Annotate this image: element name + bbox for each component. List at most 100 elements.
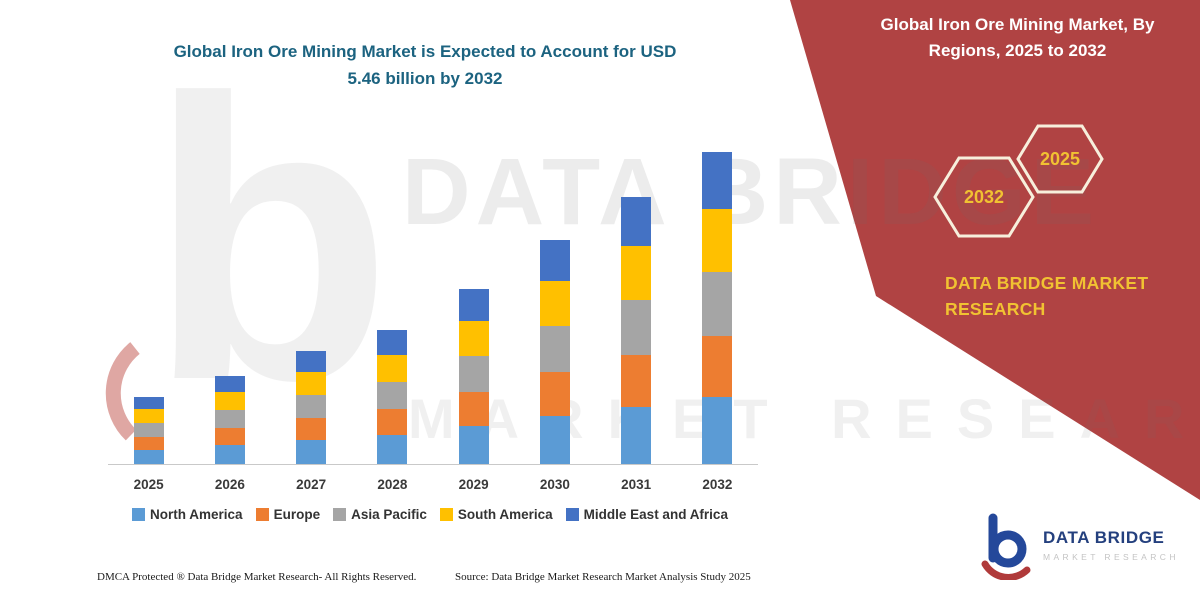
bar-slot: [352, 330, 433, 464]
bar-segment-europe: [621, 355, 652, 407]
x-axis-label: 2025: [133, 477, 164, 492]
bar-segment-asia-pacific: [702, 272, 733, 336]
bar-segment-asia-pacific: [621, 300, 652, 355]
logo-text-block: DATA BRIDGE MARKET RESEARCH: [1043, 512, 1179, 580]
data-bridge-logo-icon: [981, 513, 1031, 580]
legend-label: Europe: [273, 507, 321, 522]
chart-title-line1: Global Iron Ore Mining Market is Expecte…: [173, 42, 677, 61]
hexagon-year-back: 2032: [963, 186, 1005, 207]
legend-item-north-america: North America: [132, 507, 243, 522]
bar-slot: [514, 240, 595, 464]
bar-segment-asia-pacific: [539, 326, 570, 372]
bar-segment-europe: [377, 409, 408, 435]
bar-segment-north-america: [458, 426, 489, 464]
bar-2030: [539, 240, 570, 464]
hexagon-2032: 2032: [933, 156, 1035, 238]
bar-segment-asia-pacific: [214, 410, 245, 428]
bar-segment-middle-east-and-africa: [458, 289, 489, 321]
bar-2031: [621, 197, 652, 464]
bar-2025: [133, 397, 164, 464]
bar-segment-south-america: [458, 321, 489, 356]
bar-2026: [214, 376, 245, 464]
legend: North America Europe Asia Pacific South Ame…: [100, 507, 760, 522]
bar-slot: [271, 351, 352, 464]
bar-segment-south-america: [702, 209, 733, 272]
x-axis-label: 2029: [458, 477, 489, 492]
legend-swatch: [439, 508, 453, 521]
bar-segment-north-america: [539, 416, 570, 464]
legend-item-asia-pacific: Asia Pacific: [333, 507, 427, 522]
bar-segment-middle-east-and-africa: [621, 197, 652, 246]
company-logo: DATA BRIDGE MARKET RESEARCH: [980, 512, 1179, 580]
bar-2032: [702, 152, 733, 464]
legend-label: Asia Pacific: [351, 507, 427, 522]
x-axis-label: 2031: [621, 477, 652, 492]
x-axis-label: 2030: [539, 477, 570, 492]
bar-segment-europe: [296, 418, 327, 440]
bar-segment-middle-east-and-africa: [702, 152, 733, 209]
bar-segment-middle-east-and-africa: [539, 240, 570, 281]
x-axis-label: 2027: [296, 477, 327, 492]
bar-segment-europe: [214, 428, 245, 445]
legend-swatch: [333, 508, 347, 521]
x-axis-label: 2026: [214, 477, 245, 492]
panel-brand-text: DATA BRIDGE MARKET RESEARCH: [945, 273, 1149, 320]
bar-slot: [189, 376, 270, 464]
bar-segment-middle-east-and-africa: [296, 351, 327, 372]
bar-segment-europe: [458, 392, 489, 426]
bar-segment-north-america: [377, 435, 408, 464]
bar-segment-asia-pacific: [377, 382, 408, 409]
bar-segment-europe: [133, 437, 164, 450]
bar-segment-europe: [702, 336, 733, 397]
bar-segment-asia-pacific: [458, 356, 489, 392]
bar-segment-north-america: [133, 450, 164, 464]
hexagon-2025: 2025: [1016, 124, 1104, 194]
hexagon-year-front: 2025: [1039, 148, 1081, 169]
x-axis-label: 2028: [377, 477, 408, 492]
legend-label: Middle East and Africa: [583, 507, 728, 522]
bar-segment-asia-pacific: [133, 423, 164, 437]
bar-segment-south-america: [214, 392, 245, 410]
logo-tagline: MARKET RESEARCH: [1043, 552, 1179, 562]
legend-item-europe: Europe: [255, 507, 321, 522]
legend-item-middle-east-and-africa: Middle East and Africa: [565, 507, 728, 522]
hexagon-outline-icon: [933, 156, 1035, 238]
footer-source-text: Source: Data Bridge Market Research Mark…: [455, 571, 751, 583]
x-axis-labels: 2025 2026 2027 2028 2029 2030 2031 2032: [108, 477, 758, 492]
bar-segment-north-america: [214, 445, 245, 464]
legend-label: South America: [457, 507, 553, 522]
legend-swatch: [255, 508, 269, 521]
chart-title: Global Iron Ore Mining Market is Expecte…: [115, 38, 735, 92]
bar-segment-north-america: [296, 440, 327, 464]
bars: [108, 120, 758, 464]
hexagon-outline-icon: [1016, 124, 1104, 194]
legend-item-south-america: South America: [439, 507, 553, 522]
bar-slot: [433, 289, 514, 464]
bar-2028: [377, 330, 408, 464]
bar-segment-north-america: [621, 407, 652, 464]
bar-slot: [677, 152, 758, 464]
bar-segment-south-america: [133, 409, 164, 423]
footer-dmca-text: DMCA Protected ® Data Bridge Market Rese…: [97, 571, 417, 583]
x-axis-label: 2032: [702, 477, 733, 492]
bar-segment-middle-east-and-africa: [214, 376, 245, 392]
logo-name: DATA BRIDGE: [1043, 528, 1165, 547]
bar-segment-europe: [539, 372, 570, 416]
bar-segment-middle-east-and-africa: [133, 397, 164, 409]
panel-title: Global Iron Ore Mining Market, By Region…: [880, 15, 1155, 60]
legend-label: North America: [150, 507, 243, 522]
bar-2027: [296, 351, 327, 464]
chart-title-line2: 5.46 billion by 2032: [347, 69, 503, 89]
bar-slot: [596, 197, 677, 464]
bar-segment-asia-pacific: [296, 395, 327, 418]
legend-swatch: [565, 508, 579, 521]
bar-2029: [458, 289, 489, 464]
plot-area: [108, 120, 758, 465]
bar-segment-south-america: [621, 246, 652, 300]
bar-segment-middle-east-and-africa: [377, 330, 408, 355]
bar-segment-north-america: [702, 397, 733, 464]
legend-swatch: [132, 508, 146, 521]
bar-segment-south-america: [296, 372, 327, 395]
bar-segment-south-america: [539, 281, 570, 326]
